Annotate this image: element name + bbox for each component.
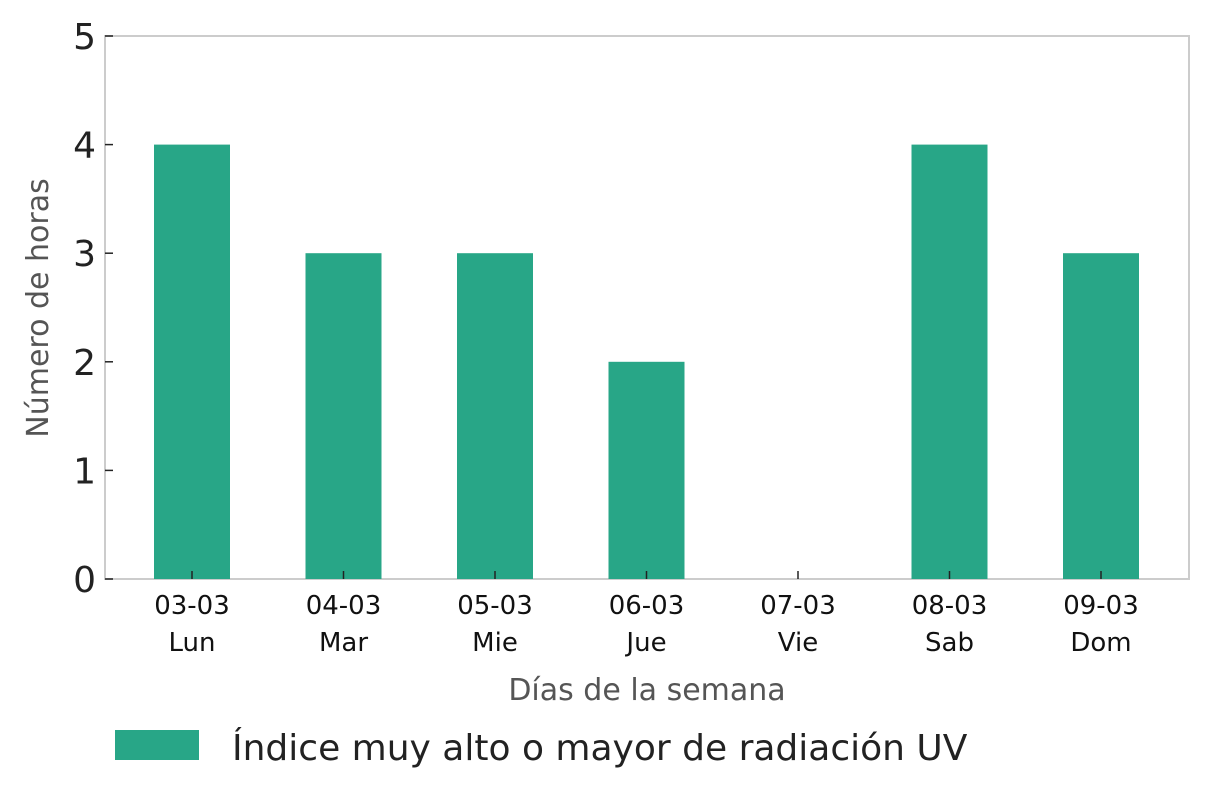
y-axis-ticks: 0 1 2 3 4 5: [73, 17, 113, 601]
bar: [1063, 253, 1139, 579]
bars: [154, 144, 1139, 579]
bar: [305, 253, 382, 579]
bar: [911, 144, 988, 579]
legend: Índice muy alto o mayor de radiación UV: [115, 727, 968, 769]
legend-swatch: [115, 730, 199, 760]
x-axis-label: Días de la semana: [508, 673, 785, 708]
bar: [608, 361, 685, 579]
y-axis-label: Número de horas: [21, 178, 56, 437]
y-tick-label: 0: [73, 560, 96, 601]
bar: [457, 253, 533, 579]
x-tick-label: 04-03 Mar: [306, 591, 382, 658]
x-tick-label: 09-03 Dom: [1063, 591, 1139, 658]
y-tick-label: 1: [73, 451, 96, 492]
bar: [154, 144, 230, 579]
y-tick-label: 3: [73, 234, 96, 275]
legend-label: Índice muy alto o mayor de radiación UV: [232, 727, 968, 769]
x-tick-label: 05-03 Mie: [457, 591, 533, 658]
x-tick-label: 08-03 Sab: [912, 591, 988, 658]
x-tick-label: 06-03 Jue: [609, 591, 685, 658]
y-tick-label: 2: [73, 343, 96, 384]
x-tick-label: 07-03 Vie: [760, 591, 836, 658]
x-tick-label: 03-03 Lun: [154, 591, 230, 658]
x-axis-ticks: 03-03 Lun 04-03 Mar 05-03 Mie 06-03 Jue 07-03 Vie…: [154, 571, 1139, 658]
y-tick-label: 5: [73, 17, 96, 58]
y-tick-label: 4: [73, 126, 96, 167]
